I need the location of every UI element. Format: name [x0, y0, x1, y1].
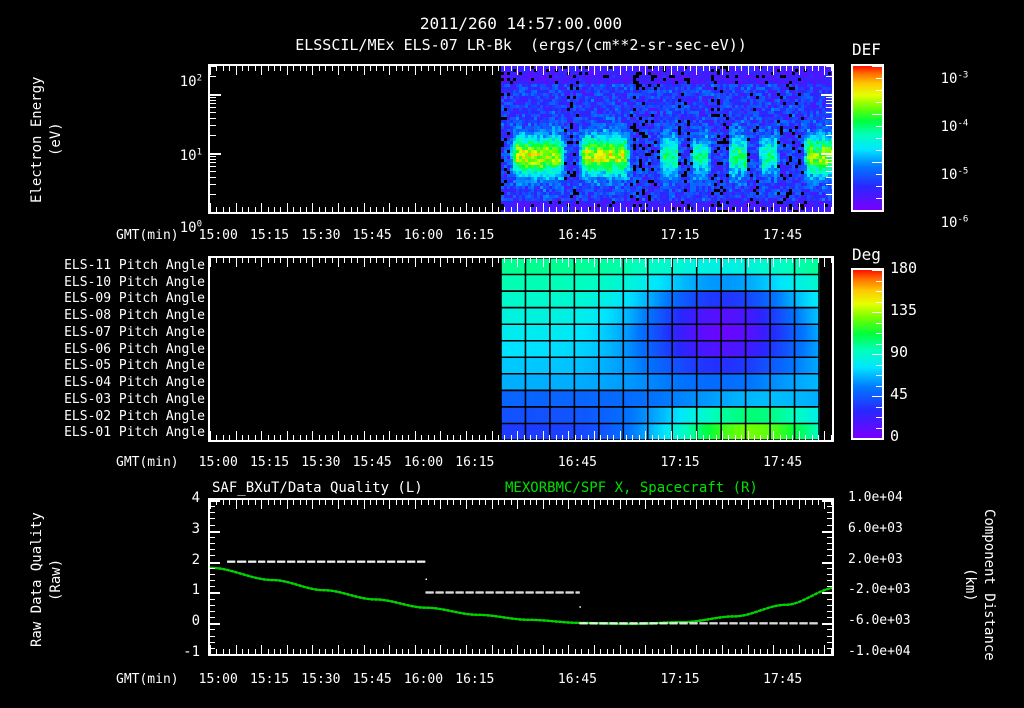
- panel1-y-axis-label: Electron Energy (eV): [29, 76, 64, 203]
- panel3-left-tick-neg1: -1: [183, 644, 200, 660]
- cb1-tick-1e-6: 10-6: [940, 214, 969, 231]
- page-subtitle: ELSSCIL/MEx ELS-07 LR-Bk (ergs/(cm**2-sr…: [295, 36, 747, 54]
- xtick-label-1645: 16:45: [557, 455, 598, 470]
- panel3-title-left: SAF_BXuT/Data Quality (L): [212, 480, 423, 496]
- panel1-ytick-100: 102: [179, 73, 202, 90]
- panel1-ytick-1: 100: [179, 219, 202, 236]
- xtick-label-1615: 16:15: [455, 228, 495, 243]
- cb2-tick-45: 45: [890, 385, 909, 403]
- xtick-label-1515: 15:15: [249, 228, 290, 243]
- panel2-row-label-els-11: ELS-11 Pitch Angle: [64, 258, 205, 273]
- panel3-x-axis-label: GMT(min): [116, 672, 179, 687]
- panel2-plot-frame: [208, 256, 834, 442]
- xtick-label-1515: 15:15: [249, 455, 290, 470]
- xtick-label-1500: 15:00: [198, 455, 238, 470]
- panel1-spectrogram-image: [210, 66, 832, 212]
- panel1-x-tick-labels: 15:00 15:15 15:30 15:45 16:00 16:15 16:45 17:15…: [199, 228, 834, 244]
- cb1-tick-1e-5: 10-5: [940, 166, 969, 183]
- panel3-left-tick-4: 4: [191, 490, 200, 506]
- panel1-colorbar-tick-labels: 10-3 10-4 10-5 10-6: [890, 64, 969, 231]
- panel3-right-axis-label: Component Distance (km): [962, 509, 997, 661]
- xtick-label-1545: 15:45: [352, 455, 392, 470]
- panel2-colorbar: [851, 268, 884, 440]
- cb1-tick-1e-3: 10-3: [940, 70, 969, 87]
- panel3-title-right: MEXORBMC/SPF X, Spacecraft (R): [505, 480, 758, 496]
- panel2-row-label-els-06: ELS-06 Pitch Angle: [64, 341, 205, 357]
- panel1-colorbar: [851, 64, 884, 212]
- panel2-row-label-els-04: ELS-04 Pitch Angle: [64, 375, 205, 391]
- panel2-row-label-els-01: ELS-01 Pitch Angle: [64, 425, 205, 441]
- panel2-colorbar-tick-labels: 180 135 90 45 0: [890, 259, 960, 445]
- panel3-right-tick-2: 2.0e+03: [848, 551, 903, 567]
- panel3-left-tick-labels: 4 3 2 1 0 -1: [160, 490, 204, 660]
- xtick-label-1745: 17:45: [763, 672, 803, 687]
- panel2-colorbar-title: Deg: [852, 245, 881, 264]
- cb2-tick-90: 90: [890, 343, 909, 361]
- xtick-label-1500: 15:00: [198, 672, 238, 687]
- xtick-label-1545: 15:45: [352, 228, 392, 243]
- panel3-left-tick-2: 2: [191, 551, 200, 568]
- panel3-right-tick-3: -2.0e+03: [848, 582, 911, 598]
- panel3-right-tick-5: -1.0e+04: [848, 644, 911, 659]
- cb2-tick-0: 0: [890, 427, 900, 445]
- xtick-label-1615: 16:15: [455, 672, 495, 687]
- xtick-label-1530: 15:30: [301, 672, 341, 687]
- panel3-right-tick-labels: 1.0e+04 6.0e+03 2.0e+03 -2.0e+03 -6.0e+03 -1.…: [840, 490, 950, 659]
- panel2-row-label-els-08: ELS-08 Pitch Angle: [64, 308, 205, 324]
- panel1-plot-frame: [208, 64, 834, 214]
- xtick-label-1715: 17:15: [660, 228, 700, 243]
- panel3-right-tick-1: 6.0e+03: [848, 520, 903, 536]
- panel3-right-tick-4: -6.0e+03: [848, 613, 911, 629]
- panel1-colorbar-ticks: [853, 66, 882, 211]
- panel2-colorbar-ticks: [853, 270, 882, 439]
- xtick-label-1600: 16:00: [403, 455, 444, 470]
- xtick-label-1745: 17:45: [763, 228, 803, 243]
- cb2-tick-135: 135: [890, 301, 918, 319]
- panel1-colorbar-title: DEF: [852, 40, 881, 59]
- panel2-x-axis-label: GMT(min): [116, 455, 179, 470]
- panel1-x-axis-label: GMT(min): [116, 228, 179, 243]
- cb2-tick-180: 180: [890, 259, 918, 277]
- panel3-left-tick-1: 1: [191, 582, 200, 599]
- panel2-row-label-els-05: ELS-05 Pitch Angle: [64, 358, 205, 374]
- xtick-label-1600: 16:00: [403, 228, 444, 243]
- page-title-datetime: 2011/260 14:57:00.000: [419, 14, 623, 33]
- panel2-row-label-els-02: ELS-02 Pitch Angle: [64, 408, 205, 424]
- xtick-label-1600: 16:00: [403, 672, 444, 687]
- xtick-label-1645: 16:45: [557, 672, 598, 687]
- panel2-row-label-els-09: ELS-09 Pitch Angle: [64, 291, 205, 307]
- panel3-line-chart: [210, 500, 832, 654]
- panel3-x-tick-labels: 15:00 15:15 15:30 15:45 16:00 16:15 16:45 17:15…: [199, 672, 834, 688]
- xtick-label-1715: 17:15: [660, 455, 700, 470]
- panel3-left-tick-3: 3: [191, 520, 200, 537]
- panel2-row-labels: ELS-11 Pitch Angle ELS-10 Pitch Angle ELS-…: [55, 256, 205, 440]
- panel1-y-tick-labels: 102 101 100: [148, 62, 204, 236]
- panel2-row-label-els-10: ELS-10 Pitch Angle: [64, 274, 205, 290]
- xtick-label-1530: 15:30: [301, 228, 341, 243]
- xtick-label-1615: 16:15: [455, 455, 495, 470]
- xtick-label-1515: 15:15: [249, 672, 290, 687]
- panel3-right-tick-0: 1.0e+04: [848, 490, 903, 505]
- panel3-left-axis-label: Raw Data Quality (Raw): [29, 512, 64, 648]
- panel1-tick-marks: [210, 66, 832, 214]
- panel1-ytick-10: 101: [179, 147, 202, 164]
- panel3-tick-marks: [210, 500, 832, 656]
- xtick-label-1745: 17:45: [763, 455, 803, 470]
- cb1-tick-1e-4: 10-4: [940, 118, 969, 135]
- panel2-tick-marks: [210, 258, 832, 440]
- panel2-row-label-els-03: ELS-03 Pitch Angle: [64, 391, 205, 407]
- xtick-label-1715: 17:15: [660, 672, 700, 687]
- panel3-left-tick-0: 0: [191, 613, 200, 630]
- panel2-x-tick-labels: 15:00 15:15 15:30 15:45 16:00 16:15 16:45 17:15…: [199, 455, 834, 471]
- xtick-label-1530: 15:30: [301, 455, 341, 470]
- panel2-row-label-els-07: ELS-07 Pitch Angle: [64, 324, 205, 340]
- panel3-plot-frame: [208, 498, 834, 656]
- xtick-label-1645: 16:45: [557, 228, 598, 243]
- panel2-pitch-angle-image: [210, 258, 832, 440]
- xtick-label-1500: 15:00: [198, 228, 238, 243]
- xtick-label-1545: 15:45: [352, 672, 392, 687]
